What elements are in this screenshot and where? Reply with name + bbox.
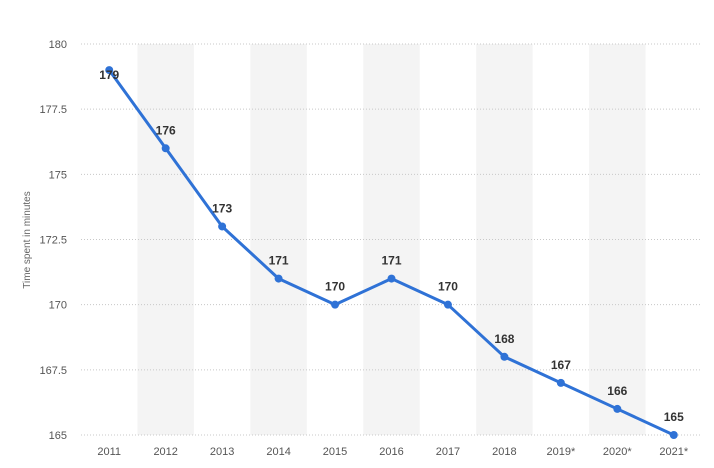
data-point[interactable] <box>218 222 227 231</box>
data-label: 166 <box>607 384 627 398</box>
x-tick-label: 2020* <box>603 446 632 458</box>
y-tick-label: 180 <box>49 39 67 51</box>
data-point[interactable] <box>669 431 678 439</box>
data-label: 179 <box>99 68 119 82</box>
y-axis-ticks: 165 167.5 170 172.5 175 177.5 180 <box>39 39 67 442</box>
x-tick-label: 2014 <box>266 446 290 458</box>
data-label: 167 <box>551 358 571 372</box>
data-point[interactable] <box>274 274 283 283</box>
data-label: 170 <box>438 280 458 294</box>
data-label: 176 <box>156 123 176 137</box>
data-label: 171 <box>269 254 289 268</box>
data-label: 168 <box>494 332 514 346</box>
data-point[interactable] <box>161 144 170 153</box>
x-axis-ticks: 2011 2012 2013 2014 2015 2016 2017 2018 2019* 202… <box>97 446 688 458</box>
data-point[interactable] <box>613 404 622 413</box>
y-axis-title: Time spent in minutes <box>22 191 33 288</box>
y-tick-label: 170 <box>49 300 67 312</box>
x-tick-label: 2011 <box>97 446 121 458</box>
data-label: 165 <box>664 410 684 424</box>
data-point[interactable] <box>331 300 340 309</box>
y-tick-label: 172.5 <box>39 235 67 247</box>
data-point[interactable] <box>556 378 565 387</box>
data-label: 173 <box>212 201 232 215</box>
y-tick-label: 167.5 <box>39 365 67 377</box>
data-point[interactable] <box>105 66 114 75</box>
x-tick-label: 2017 <box>436 446 460 458</box>
x-tick-label: 2015 <box>323 446 347 458</box>
data-labels: 179 176 173 171 170 171 170 168 167 166 165 <box>99 68 684 424</box>
y-tick-label: 165 <box>49 430 67 442</box>
x-tick-label: 2013 <box>210 446 234 458</box>
y-tick-label: 177.5 <box>39 104 67 116</box>
y-tick-label: 175 <box>49 169 67 181</box>
x-tick-label: 2019* <box>546 446 575 458</box>
x-tick-label: 2016 <box>379 446 403 458</box>
x-tick-label: 2021* <box>659 446 688 458</box>
x-tick-label: 2012 <box>153 446 177 458</box>
data-label: 170 <box>325 280 345 294</box>
data-point[interactable] <box>443 300 452 309</box>
data-point[interactable] <box>500 352 509 361</box>
x-tick-label: 2018 <box>492 446 516 458</box>
data-point[interactable] <box>387 274 396 283</box>
data-points <box>105 66 678 439</box>
data-label: 171 <box>381 254 401 268</box>
